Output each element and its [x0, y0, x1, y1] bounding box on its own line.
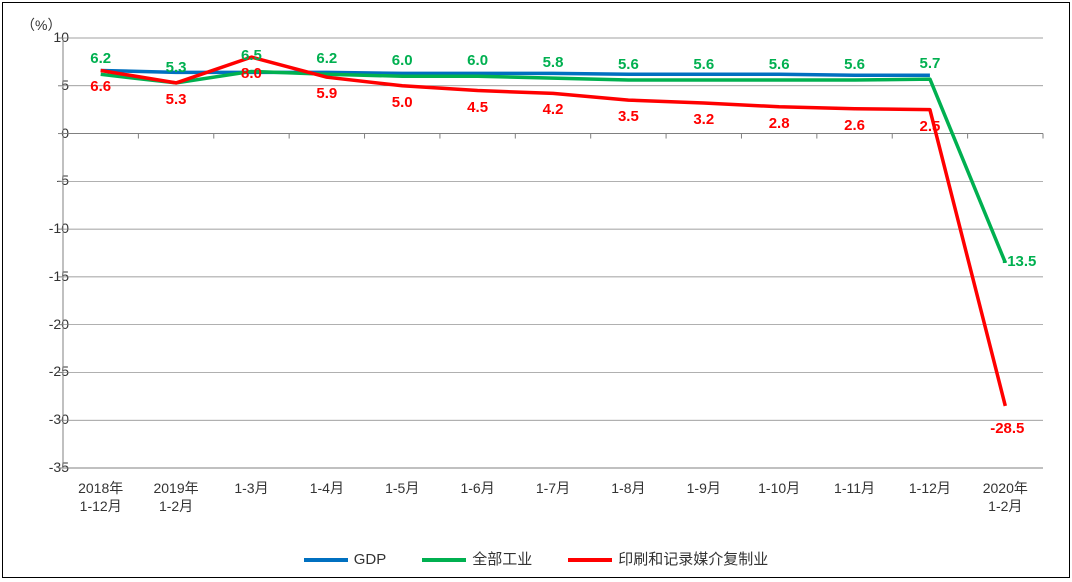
- data-label: 6.6: [90, 78, 111, 95]
- data-label: -13.5: [1002, 253, 1036, 270]
- data-label: 5.6: [844, 56, 865, 73]
- data-label: 3.2: [693, 111, 714, 128]
- data-label: 6.0: [392, 52, 413, 69]
- legend-swatch: [568, 558, 612, 562]
- data-label: 5.3: [166, 59, 187, 76]
- data-label: 4.5: [467, 99, 488, 116]
- data-label: 8.0: [241, 65, 262, 82]
- data-label: 6.2: [316, 50, 337, 67]
- data-label: 5.3: [166, 91, 187, 108]
- data-label: 5.7: [919, 55, 940, 72]
- chart-container: （%） 1050-5-10-15-20-25-30-35 2018年1-12月2…: [2, 2, 1070, 578]
- data-label: 5.0: [392, 94, 413, 111]
- legend-swatch: [304, 558, 348, 562]
- legend-item: GDP: [304, 551, 387, 568]
- legend-item: 全部工业: [422, 548, 532, 569]
- legend-swatch: [422, 558, 466, 562]
- data-label: 5.6: [618, 56, 639, 73]
- line-series: [3, 3, 1069, 577]
- data-label: 3.5: [618, 108, 639, 125]
- data-label: 5.8: [543, 54, 564, 71]
- legend-label: 印刷和记录媒介复制业: [618, 551, 768, 568]
- data-label: 6.0: [467, 52, 488, 69]
- legend: GDP 全部工业 印刷和记录媒介复制业: [3, 548, 1069, 569]
- data-label: -28.5: [990, 420, 1024, 437]
- data-label: 5.6: [693, 56, 714, 73]
- data-label: 5.6: [769, 56, 790, 73]
- data-label: 2.5: [919, 118, 940, 135]
- data-label: 2.8: [769, 115, 790, 132]
- legend-item: 印刷和记录媒介复制业: [568, 548, 768, 569]
- legend-label: GDP: [354, 551, 387, 568]
- data-label: 2.6: [844, 117, 865, 134]
- series-line: [101, 71, 1006, 262]
- data-label: 4.2: [543, 101, 564, 118]
- data-label: 6.2: [90, 50, 111, 67]
- legend-label: 全部工业: [472, 551, 532, 568]
- data-label: 5.9: [316, 85, 337, 102]
- data-label: 6.5: [241, 47, 262, 64]
